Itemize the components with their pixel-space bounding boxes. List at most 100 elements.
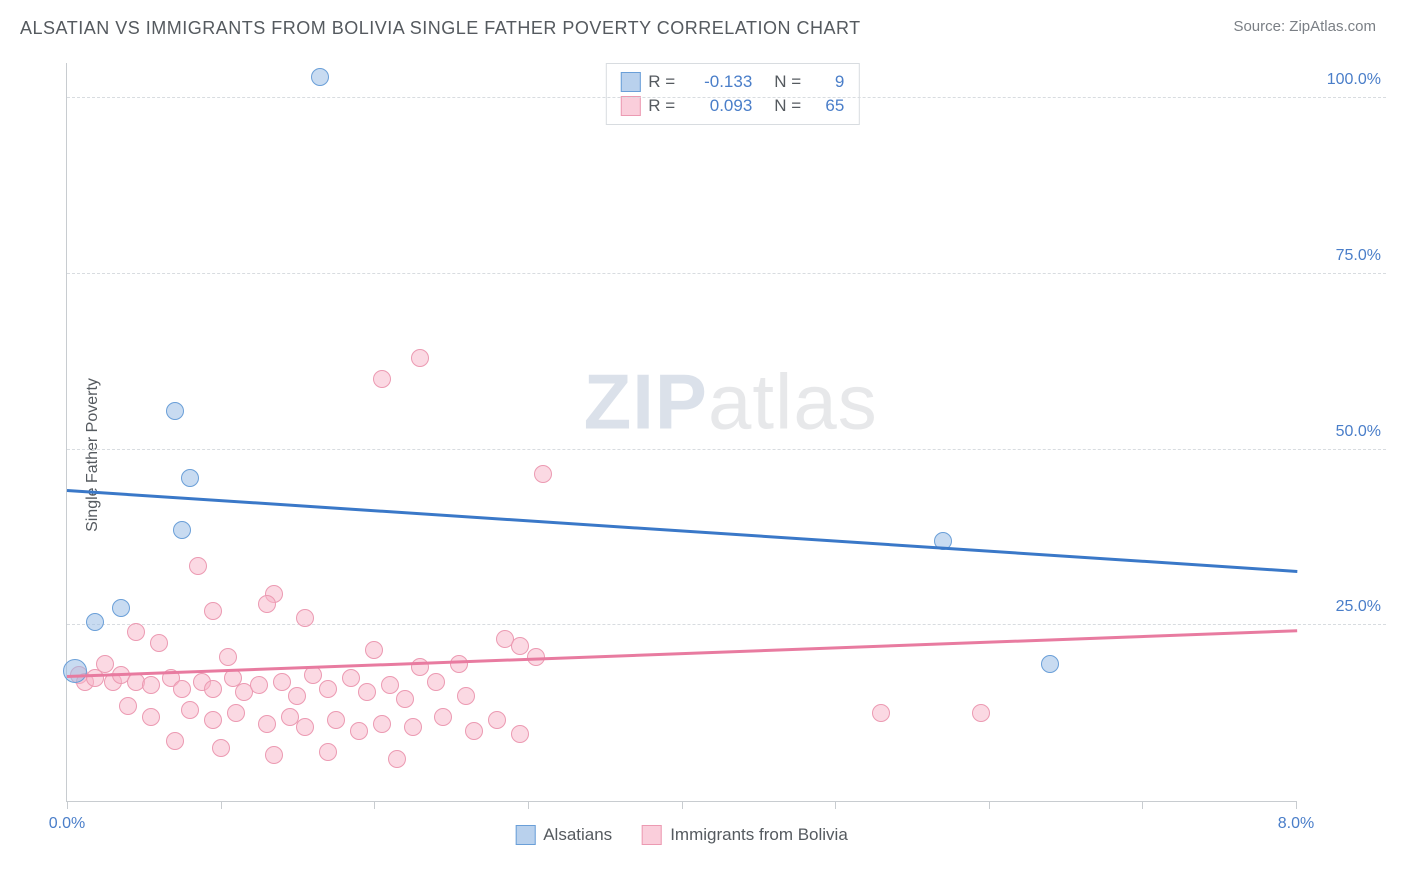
data-point-pink bbox=[511, 725, 529, 743]
gridline-h bbox=[67, 273, 1386, 274]
x-tick bbox=[835, 801, 836, 809]
legend-n-label: N = bbox=[774, 96, 808, 116]
legend-series: Alsatians Immigrants from Bolivia bbox=[515, 825, 848, 845]
data-point-pink bbox=[212, 739, 230, 757]
data-point-pink bbox=[872, 704, 890, 722]
data-point-blue bbox=[166, 402, 184, 420]
legend-series-item: Alsatians bbox=[515, 825, 612, 845]
legend-n-label: N = bbox=[774, 72, 808, 92]
data-point-pink bbox=[142, 676, 160, 694]
x-tick bbox=[528, 801, 529, 809]
y-tick-label: 100.0% bbox=[1301, 71, 1381, 89]
data-point-pink bbox=[465, 722, 483, 740]
x-tick-label: 0.0% bbox=[49, 815, 85, 833]
data-point-pink bbox=[258, 595, 276, 613]
y-tick-label: 50.0% bbox=[1301, 423, 1381, 441]
data-point-pink bbox=[396, 690, 414, 708]
data-point-pink bbox=[411, 349, 429, 367]
data-point-pink bbox=[296, 718, 314, 736]
data-point-pink bbox=[319, 680, 337, 698]
data-point-pink bbox=[166, 732, 184, 750]
data-point-blue bbox=[311, 68, 329, 86]
legend-series-label: Alsatians bbox=[543, 825, 612, 845]
data-point-pink bbox=[273, 673, 291, 691]
x-tick bbox=[682, 801, 683, 809]
data-point-pink bbox=[150, 634, 168, 652]
plot-area: ZIPatlas R =-0.133N =9R =0.093N =65 Alsa… bbox=[66, 63, 1296, 802]
watermark: ZIPatlas bbox=[584, 357, 878, 448]
legend-swatch-blue bbox=[620, 72, 640, 92]
data-point-blue bbox=[86, 613, 104, 631]
y-tick-label: 25.0% bbox=[1301, 598, 1381, 616]
legend-series-label: Immigrants from Bolivia bbox=[670, 825, 848, 845]
legend-r-value: -0.133 bbox=[690, 72, 752, 92]
title-bar: ALSATIAN VS IMMIGRANTS FROM BOLIVIA SING… bbox=[0, 0, 1406, 49]
data-point-pink bbox=[434, 708, 452, 726]
legend-correlation-row: R = -0.133 N = 9 bbox=[620, 70, 844, 94]
trend-line-pink bbox=[67, 630, 1297, 678]
data-point-pink bbox=[534, 465, 552, 483]
data-point-pink bbox=[388, 750, 406, 768]
data-point-pink bbox=[181, 701, 199, 719]
data-point-pink bbox=[427, 673, 445, 691]
data-point-blue bbox=[112, 599, 130, 617]
legend-series-item: Immigrants from Bolivia bbox=[642, 825, 848, 845]
chart-title: ALSATIAN VS IMMIGRANTS FROM BOLIVIA SING… bbox=[20, 18, 861, 39]
data-point-pink bbox=[173, 680, 191, 698]
legend-swatch-pink bbox=[642, 825, 662, 845]
data-point-blue bbox=[63, 659, 87, 683]
data-point-pink bbox=[296, 609, 314, 627]
data-point-pink bbox=[488, 711, 506, 729]
data-point-pink bbox=[972, 704, 990, 722]
trend-line-blue bbox=[67, 489, 1297, 572]
legend-r-label: R = bbox=[648, 96, 682, 116]
gridline-h bbox=[67, 624, 1386, 625]
data-point-pink bbox=[189, 557, 207, 575]
data-point-pink bbox=[381, 676, 399, 694]
watermark-atlas: atlas bbox=[708, 358, 878, 446]
x-tick-label: 8.0% bbox=[1278, 815, 1314, 833]
x-tick bbox=[374, 801, 375, 809]
legend-n-value: 9 bbox=[816, 72, 844, 92]
watermark-zip: ZIP bbox=[584, 358, 708, 446]
data-point-pink bbox=[219, 648, 237, 666]
data-point-pink bbox=[127, 623, 145, 641]
data-point-pink bbox=[319, 743, 337, 761]
data-point-pink bbox=[327, 711, 345, 729]
data-point-pink bbox=[373, 715, 391, 733]
source-attribution: Source: ZipAtlas.com bbox=[1233, 18, 1376, 35]
data-point-pink bbox=[142, 708, 160, 726]
data-point-pink bbox=[342, 669, 360, 687]
x-tick bbox=[1296, 801, 1297, 809]
legend-swatch-pink bbox=[620, 96, 640, 116]
data-point-pink bbox=[288, 687, 306, 705]
legend-n-value: 65 bbox=[816, 96, 844, 116]
legend-correlation: R = -0.133 N = 9 R = 0.093 N = 65 bbox=[605, 63, 859, 125]
x-tick bbox=[221, 801, 222, 809]
data-point-pink bbox=[373, 370, 391, 388]
legend-r-value: 0.093 bbox=[690, 96, 752, 116]
data-point-pink bbox=[119, 697, 137, 715]
gridline-h bbox=[67, 97, 1386, 98]
x-tick bbox=[989, 801, 990, 809]
data-point-pink bbox=[258, 715, 276, 733]
data-point-blue bbox=[173, 521, 191, 539]
legend-r-label: R = bbox=[648, 72, 682, 92]
data-point-pink bbox=[227, 704, 245, 722]
x-tick bbox=[1142, 801, 1143, 809]
data-point-pink bbox=[450, 655, 468, 673]
data-point-pink bbox=[204, 711, 222, 729]
data-point-pink bbox=[250, 676, 268, 694]
data-point-pink bbox=[204, 680, 222, 698]
gridline-h bbox=[67, 449, 1386, 450]
plot-wrapper: Single Father Poverty ZIPatlas R =-0.133… bbox=[48, 58, 1386, 852]
data-point-pink bbox=[350, 722, 368, 740]
data-point-pink bbox=[86, 669, 104, 687]
data-point-pink bbox=[457, 687, 475, 705]
legend-swatch-blue bbox=[515, 825, 535, 845]
y-tick-label: 75.0% bbox=[1301, 247, 1381, 265]
data-point-pink bbox=[204, 602, 222, 620]
data-point-pink bbox=[365, 641, 383, 659]
data-point-pink bbox=[265, 746, 283, 764]
data-point-pink bbox=[404, 718, 422, 736]
